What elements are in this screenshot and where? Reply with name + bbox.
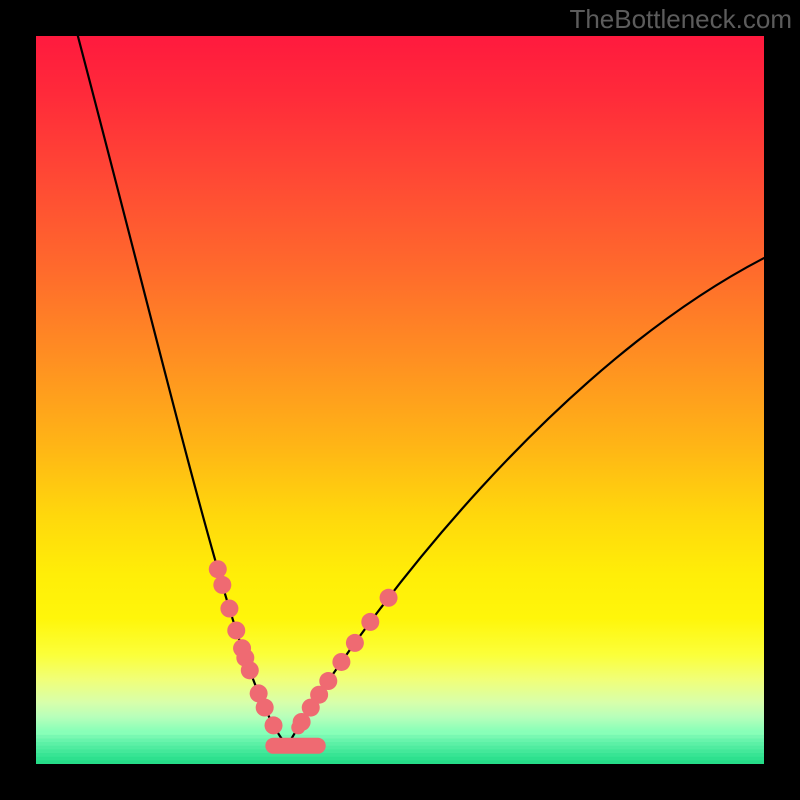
curve-marker (346, 634, 364, 652)
curve-marker (380, 589, 398, 607)
curve-marker (256, 699, 274, 717)
watermark-label: TheBottleneck.com (569, 4, 792, 35)
curve-marker (241, 661, 259, 679)
curve-marker (332, 653, 350, 671)
curve-marker (319, 672, 337, 690)
curve-marker (227, 621, 245, 639)
curve-marker (291, 720, 305, 734)
curve-marker (361, 613, 379, 631)
curve-marker (213, 576, 231, 594)
curve-marker (265, 716, 283, 734)
vertex-blob (265, 738, 325, 754)
curve-marker (209, 560, 227, 578)
bottleneck-curve-chart (36, 36, 764, 764)
chart-plot-area (36, 36, 764, 764)
curve-marker (220, 600, 238, 618)
